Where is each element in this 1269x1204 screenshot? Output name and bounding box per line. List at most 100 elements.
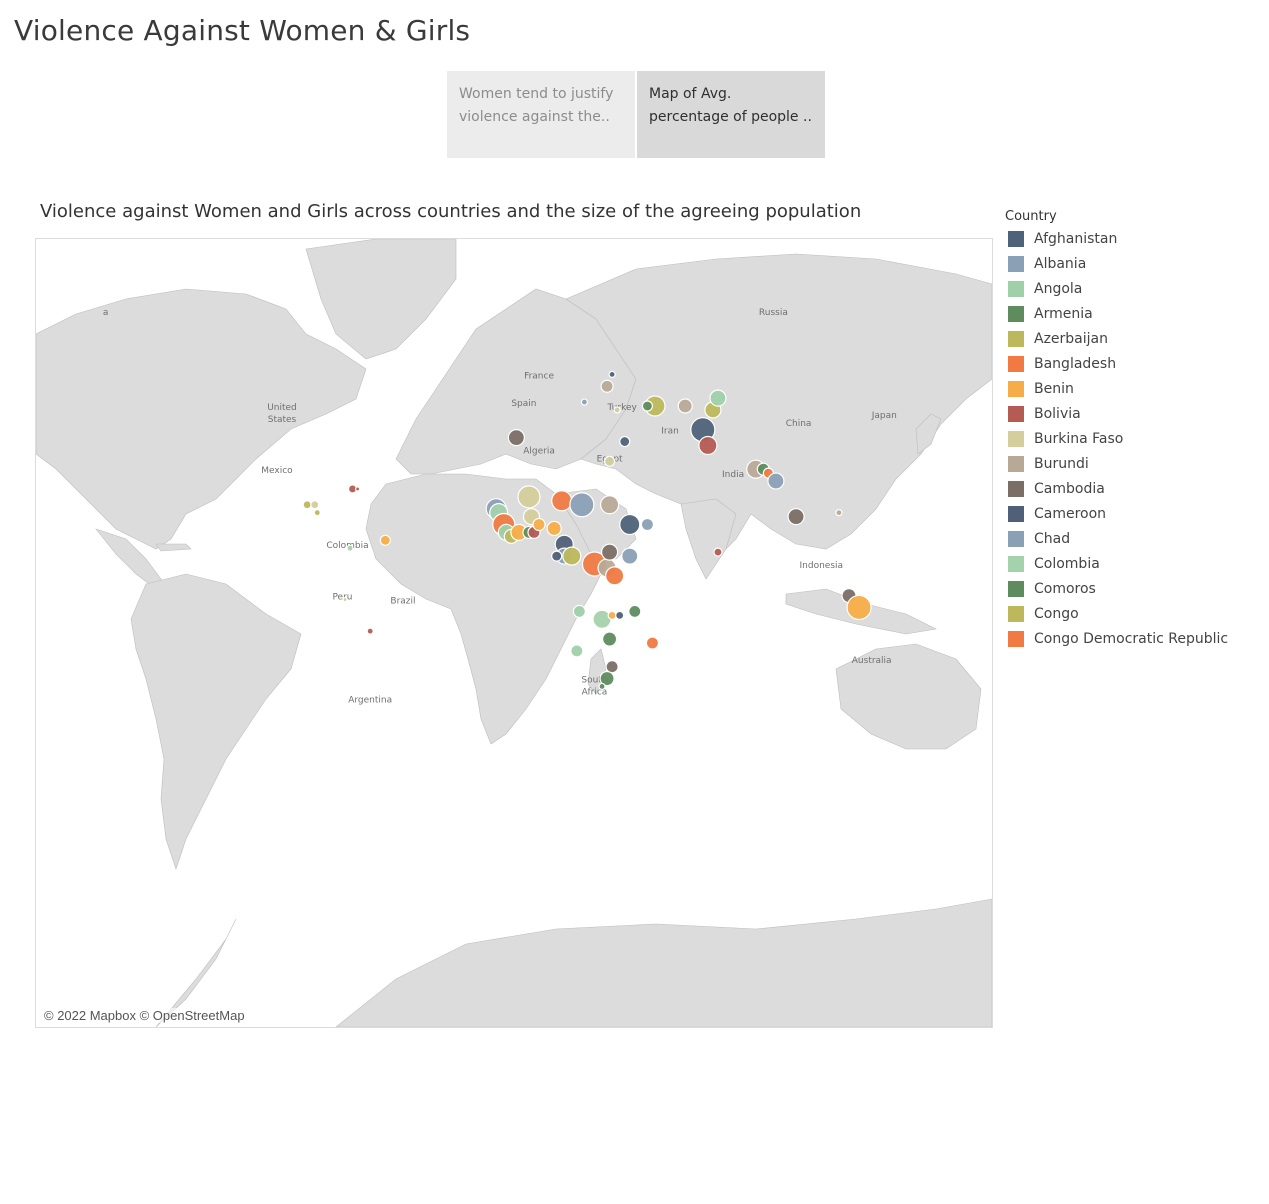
map-attribution[interactable]: © 2022 Mapbox © OpenStreetMap [44, 1008, 245, 1023]
story-point-2[interactable]: Map of Avg. percentage of people .. [637, 71, 825, 158]
legend-item[interactable]: Azerbaijan [1005, 326, 1228, 351]
country-point[interactable] [600, 543, 619, 561]
country-point[interactable] [698, 435, 718, 456]
country-point[interactable] [310, 500, 320, 510]
legend-swatch [1008, 455, 1024, 472]
legend-label: Bolivia [1034, 405, 1081, 422]
country-point[interactable] [562, 546, 582, 566]
country-point[interactable] [517, 485, 541, 509]
legend-label: Chad [1034, 530, 1071, 547]
legend-swatch [1008, 405, 1024, 422]
legend-swatch [1008, 555, 1024, 572]
country-point[interactable] [645, 636, 660, 650]
legend-item[interactable]: Armenia [1005, 301, 1228, 326]
legend-swatch [1008, 255, 1024, 272]
legend-item[interactable]: Cameroon [1005, 501, 1228, 526]
viz-title: Violence against Women and Girls across … [40, 201, 862, 222]
legend-item[interactable]: Chad [1005, 526, 1228, 551]
map-label: Algeria [523, 446, 555, 456]
legend-label: Azerbaijan [1034, 330, 1108, 347]
country-point[interactable] [846, 594, 872, 621]
legend-label: Angola [1034, 280, 1083, 297]
legend-label: Burundi [1034, 455, 1089, 472]
country-point[interactable] [598, 682, 606, 691]
country-point[interactable] [640, 517, 655, 532]
map-label: India [722, 470, 744, 480]
legend-item[interactable]: Albania [1005, 251, 1228, 276]
country-point[interactable] [600, 379, 614, 393]
country-point[interactable] [767, 472, 785, 490]
legend-swatch [1008, 330, 1024, 347]
country-point[interactable] [615, 610, 625, 620]
country-point[interactable] [601, 631, 618, 647]
map-label: Iran [661, 427, 679, 437]
country-point[interactable] [532, 517, 546, 532]
land-india [680, 498, 737, 580]
legend-item[interactable]: Bangladesh [1005, 351, 1228, 376]
country-point[interactable] [366, 627, 374, 635]
legend-swatch [1008, 380, 1024, 397]
legend-label: Congo Democratic Republic [1034, 630, 1229, 647]
country-point[interactable] [551, 490, 573, 512]
country-point[interactable] [302, 500, 312, 510]
country-point[interactable] [835, 509, 843, 517]
story-point-2-line1: Map of Avg. [649, 86, 732, 102]
world-map[interactable]: RussiaChinaJapanIndiaIranTurkeyEgyptAlge… [36, 239, 992, 1027]
country-point[interactable] [569, 492, 595, 518]
legend-item[interactable]: Cambodia [1005, 476, 1228, 501]
country-point[interactable] [621, 547, 639, 565]
country-point[interactable] [619, 435, 631, 448]
country-point[interactable] [619, 513, 641, 536]
map-label: Spain [511, 399, 536, 409]
map-label: Argentina [348, 695, 392, 705]
country-point[interactable] [507, 429, 525, 447]
country-point[interactable] [346, 544, 354, 552]
legend-item[interactable]: Congo [1005, 601, 1228, 626]
map-label: States [268, 415, 297, 425]
country-point[interactable] [379, 534, 391, 546]
country-point[interactable] [641, 400, 654, 412]
map-label: Australia [852, 656, 892, 666]
legend-item[interactable]: Afghanistan [1005, 226, 1228, 251]
country-point[interactable] [613, 406, 621, 414]
legend-label: Albania [1034, 255, 1087, 272]
country-point[interactable] [342, 596, 348, 603]
country-point[interactable] [709, 389, 727, 407]
country-point[interactable] [787, 508, 805, 526]
country-point[interactable] [313, 509, 321, 517]
land-layer [36, 239, 992, 1027]
legend-item[interactable]: Angola [1005, 276, 1228, 301]
country-point[interactable] [605, 566, 625, 586]
legend-item[interactable]: Colombia [1005, 551, 1228, 576]
legend: Country Afghanistan Albania Angola Armenia A… [1005, 209, 1228, 651]
country-point[interactable] [608, 370, 616, 378]
country-point[interactable] [599, 495, 620, 515]
country-point[interactable] [572, 604, 586, 618]
country-point[interactable] [628, 604, 642, 618]
legend-item[interactable]: Bolivia [1005, 401, 1228, 426]
legend-swatch [1008, 505, 1024, 522]
country-point[interactable] [570, 644, 584, 658]
map-view[interactable]: RussiaChinaJapanIndiaIranTurkeyEgyptAlge… [35, 238, 993, 1028]
legend-item[interactable]: Burkina Faso [1005, 426, 1228, 451]
story-point-1[interactable]: Women tend to justify violence against t… [447, 71, 635, 158]
country-point[interactable] [605, 660, 619, 674]
legend-item[interactable]: Burundi [1005, 451, 1228, 476]
legend-item[interactable]: Comoros [1005, 576, 1228, 601]
country-point[interactable] [713, 547, 723, 557]
country-point[interactable] [603, 455, 616, 467]
country-point[interactable] [546, 520, 562, 537]
country-point[interactable] [551, 550, 563, 562]
legend-label: Bangladesh [1034, 355, 1117, 372]
country-point[interactable] [607, 610, 617, 620]
legend-item[interactable]: Benin [1005, 376, 1228, 401]
legend-swatch [1008, 605, 1024, 622]
legend-swatch [1008, 305, 1024, 322]
country-point[interactable] [355, 486, 361, 492]
country-point[interactable] [580, 398, 589, 406]
country-point[interactable] [599, 670, 615, 687]
data-points [302, 370, 872, 691]
dashboard-title: Violence Against Women & Girls [14, 14, 471, 47]
country-point[interactable] [677, 398, 693, 414]
legend-item[interactable]: Congo Democratic Republic [1005, 626, 1228, 651]
